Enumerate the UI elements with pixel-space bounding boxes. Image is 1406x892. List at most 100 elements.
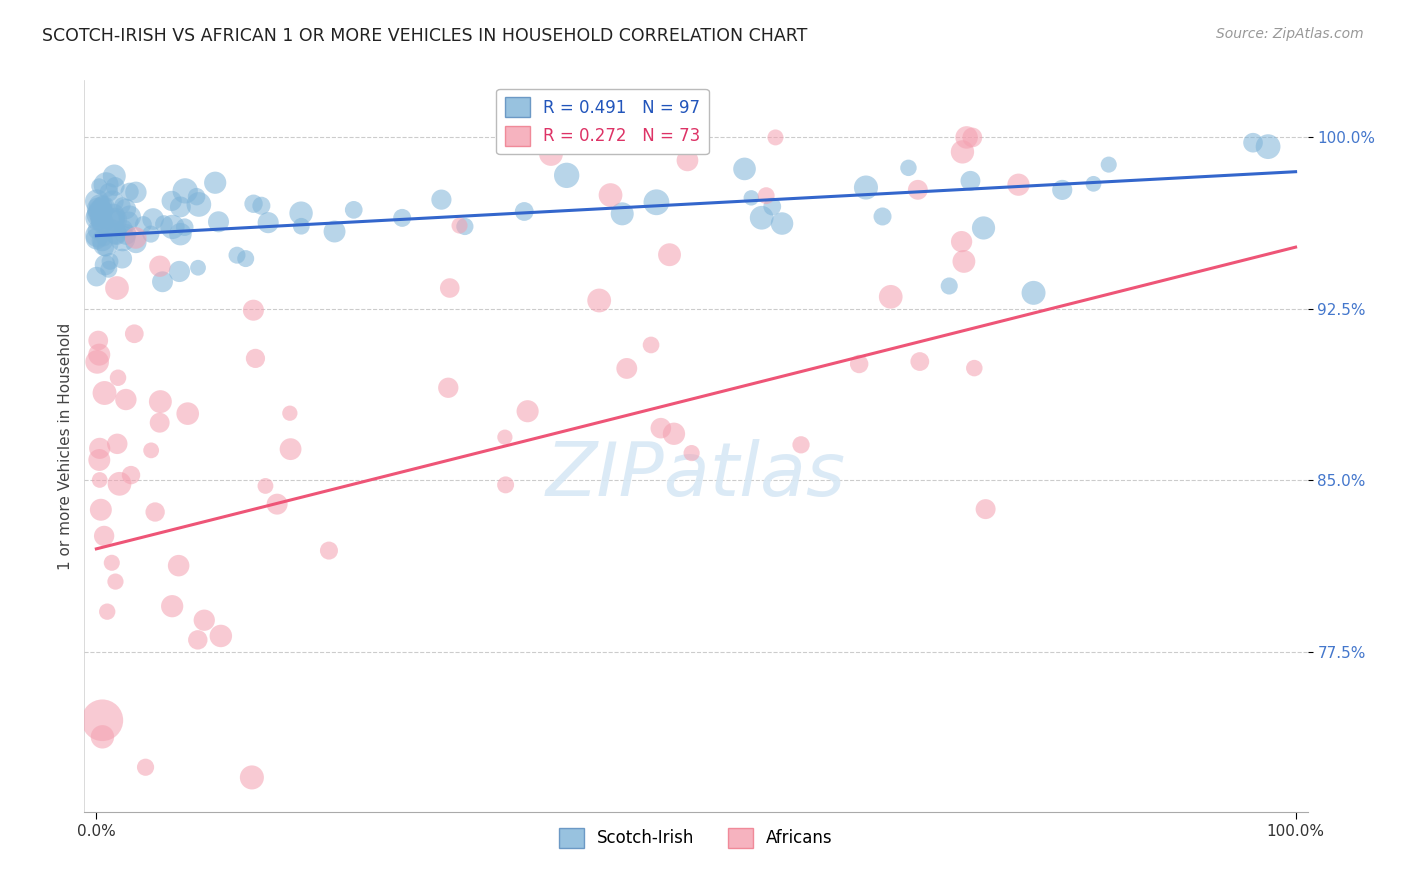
Point — [588, 293, 610, 308]
Point — [91, 234, 114, 248]
Point — [650, 421, 672, 435]
Point — [125, 186, 148, 200]
Point — [323, 225, 346, 239]
Point — [160, 194, 183, 208]
Point — [149, 394, 172, 409]
Point — [89, 473, 111, 487]
Point — [952, 145, 974, 159]
Point — [1241, 136, 1264, 150]
Point — [89, 208, 111, 222]
Text: SCOTCH-IRISH VS AFRICAN 1 OR MORE VEHICLES IN HOUSEHOLD CORRELATION CHART: SCOTCH-IRISH VS AFRICAN 1 OR MORE VEHICL… — [42, 27, 807, 45]
Point — [266, 497, 288, 511]
Point — [91, 730, 114, 744]
Point — [118, 214, 141, 228]
Point — [173, 220, 195, 235]
Point — [640, 338, 662, 352]
Point — [193, 613, 215, 627]
Point — [104, 212, 127, 227]
Point — [104, 574, 127, 589]
Point — [658, 248, 681, 262]
Point — [938, 279, 960, 293]
Point — [111, 252, 134, 266]
Point — [87, 202, 110, 216]
Point — [257, 216, 280, 230]
Point — [93, 232, 115, 246]
Point — [495, 478, 517, 492]
Point — [142, 212, 165, 227]
Point — [254, 479, 277, 493]
Point — [87, 334, 110, 348]
Point — [1257, 139, 1279, 153]
Point — [761, 200, 783, 214]
Point — [174, 184, 197, 198]
Text: ZIPatlas: ZIPatlas — [546, 439, 846, 511]
Point — [89, 198, 111, 212]
Point — [101, 194, 124, 209]
Point — [94, 258, 117, 272]
Point — [104, 227, 127, 241]
Point — [89, 204, 111, 219]
Point — [1098, 158, 1121, 172]
Point — [107, 370, 129, 384]
Point — [105, 281, 128, 295]
Point — [770, 217, 793, 231]
Point — [242, 303, 264, 318]
Point — [125, 235, 148, 250]
Point — [169, 200, 191, 214]
Point — [872, 210, 894, 224]
Point — [118, 185, 141, 199]
Point — [177, 407, 200, 421]
Point — [235, 252, 257, 266]
Point — [242, 196, 264, 211]
Point — [343, 202, 366, 217]
Point — [599, 188, 621, 202]
Point — [115, 227, 138, 242]
Point — [973, 221, 995, 235]
Point — [645, 195, 668, 210]
Point — [124, 326, 146, 341]
Point — [962, 130, 984, 145]
Point — [1022, 285, 1045, 300]
Point — [755, 188, 778, 202]
Point — [209, 629, 232, 643]
Point — [125, 231, 148, 245]
Point — [94, 178, 117, 192]
Point — [86, 232, 108, 246]
Point — [963, 361, 986, 376]
Point — [97, 186, 120, 200]
Point — [139, 227, 162, 241]
Point — [1083, 177, 1105, 191]
Point — [950, 235, 973, 249]
Point — [89, 348, 111, 362]
Point — [103, 220, 125, 235]
Point — [91, 199, 114, 213]
Point — [100, 214, 122, 228]
Point — [91, 713, 114, 727]
Point — [91, 215, 114, 229]
Point — [97, 262, 120, 277]
Point — [90, 204, 112, 219]
Point — [555, 169, 578, 183]
Point — [250, 199, 273, 213]
Point — [662, 426, 685, 441]
Point — [86, 355, 108, 369]
Point — [290, 219, 312, 234]
Point — [89, 453, 111, 467]
Point — [280, 442, 302, 457]
Point — [955, 130, 977, 145]
Point — [186, 189, 208, 203]
Point — [855, 180, 877, 194]
Point — [681, 446, 703, 460]
Point — [89, 179, 111, 194]
Point — [87, 211, 110, 225]
Point — [118, 210, 141, 224]
Point — [616, 361, 638, 376]
Point — [111, 198, 134, 212]
Point — [880, 290, 903, 304]
Point — [169, 227, 191, 242]
Point — [848, 357, 870, 371]
Point — [318, 543, 340, 558]
Point — [897, 161, 920, 175]
Point — [112, 222, 135, 236]
Point — [86, 223, 108, 237]
